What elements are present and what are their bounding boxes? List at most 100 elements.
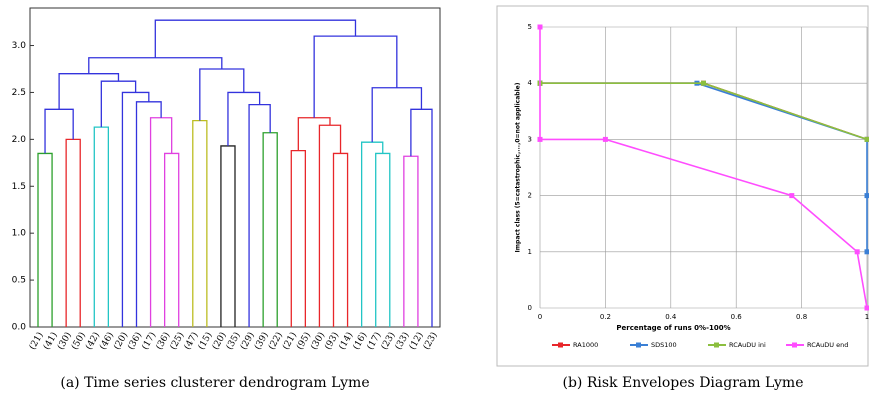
y-axis-label: Impact class (5=catastrophic,...,0=not a… bbox=[515, 82, 522, 252]
y-tick-label: 4 bbox=[528, 79, 533, 87]
point-marker bbox=[854, 249, 860, 255]
caption: (b) Risk Envelopes Diagram Lyme bbox=[563, 375, 804, 391]
x-tick-label: 0.6 bbox=[731, 313, 743, 321]
x-tick-label: 0.2 bbox=[600, 313, 611, 321]
y-tick-label: 3 bbox=[528, 135, 532, 143]
dendrogram-link bbox=[375, 152, 391, 327]
dendrogram-link bbox=[37, 152, 53, 327]
leaf-label: (21) bbox=[280, 330, 299, 352]
y-tick-label: 1.0 bbox=[12, 229, 27, 239]
leaf-label: (47) bbox=[182, 330, 201, 352]
dendrogram-link bbox=[135, 101, 162, 327]
y-tick-label: 2.0 bbox=[12, 135, 27, 145]
dendrogram-link bbox=[313, 35, 398, 118]
point-marker bbox=[701, 80, 706, 86]
leaf-label: (17) bbox=[365, 330, 384, 352]
series-line bbox=[540, 82, 868, 141]
leaf-label: (14) bbox=[337, 330, 356, 352]
point-marker bbox=[864, 136, 869, 142]
series-line bbox=[540, 82, 868, 141]
dendrogram-link bbox=[410, 108, 433, 327]
dendrogram-link bbox=[290, 149, 307, 327]
dendrogram-link bbox=[371, 87, 423, 143]
dendrogram-link bbox=[360, 141, 384, 327]
y-tick-label: 1 bbox=[528, 248, 532, 256]
legend-marker bbox=[792, 342, 797, 348]
leaf-label: (25) bbox=[168, 330, 187, 352]
dendrogram-link bbox=[88, 57, 223, 74]
point-marker bbox=[864, 193, 869, 199]
y-tick-label: 3.0 bbox=[12, 41, 27, 51]
leaf-label: (12) bbox=[407, 330, 426, 352]
leaf-label: (93) bbox=[322, 330, 341, 352]
x-tick-label: 0.8 bbox=[796, 313, 807, 321]
point-marker bbox=[602, 136, 608, 142]
dendrogram-link bbox=[100, 80, 137, 128]
leaf-label: (23) bbox=[379, 330, 398, 352]
leaf-label: (20) bbox=[111, 330, 130, 352]
y-tick-label: 0.0 bbox=[12, 323, 27, 333]
series-line bbox=[540, 82, 868, 252]
leaf-label: (41) bbox=[41, 330, 60, 352]
dendrogram-link bbox=[318, 124, 342, 327]
legend-marker bbox=[636, 342, 641, 348]
y-tick-label: 0.5 bbox=[12, 276, 26, 286]
point-marker bbox=[537, 24, 543, 30]
legend-label: RCAuDU ini bbox=[729, 341, 766, 349]
legend-marker bbox=[558, 342, 563, 348]
leaf-label: (29) bbox=[238, 330, 257, 352]
dendrogram-link bbox=[154, 19, 357, 58]
dendrogram-link bbox=[220, 145, 236, 327]
legend-marker bbox=[714, 342, 719, 348]
dendrogram-link bbox=[332, 152, 349, 327]
leaf-label: (35) bbox=[224, 330, 243, 352]
caption: (a) Time series clusterer dendrogram Lym… bbox=[60, 375, 369, 391]
dendrogram-link bbox=[199, 68, 245, 121]
leaf-label: (42) bbox=[83, 330, 102, 352]
dendrogram-link bbox=[192, 119, 208, 327]
point-marker bbox=[789, 193, 795, 199]
x-tick-label: 1 bbox=[865, 313, 869, 321]
legend-label: RCAuDU end bbox=[807, 341, 848, 349]
point-marker bbox=[537, 136, 543, 142]
dendrogram-link bbox=[297, 117, 331, 151]
leaf-label: (95) bbox=[294, 330, 313, 352]
leaf-label: (20) bbox=[210, 330, 229, 352]
leaf-label: (30) bbox=[55, 330, 74, 352]
point-marker bbox=[864, 305, 869, 311]
leaf-label: (46) bbox=[97, 330, 116, 352]
x-tick-label: 0.4 bbox=[665, 313, 677, 321]
dendrogram-link bbox=[163, 152, 180, 327]
leaf-label: (16) bbox=[351, 330, 370, 352]
leaf-label: (21) bbox=[27, 330, 46, 352]
leaf-label: (36) bbox=[125, 330, 144, 352]
leaf-label: (36) bbox=[154, 330, 173, 352]
y-tick-label: 2 bbox=[528, 192, 532, 200]
y-tick-label: 2.5 bbox=[12, 88, 26, 98]
dendrogram-link bbox=[262, 132, 278, 327]
x-axis-label: Percentage of runs 0%-100% bbox=[616, 324, 730, 332]
leaf-label: (15) bbox=[196, 330, 215, 352]
leaf-label: (39) bbox=[252, 330, 271, 352]
dendrogram-link bbox=[403, 155, 419, 327]
legend-label: SDS100 bbox=[651, 341, 677, 349]
y-tick-label: 0 bbox=[528, 304, 532, 312]
leaf-label: (23) bbox=[421, 330, 440, 352]
dendrogram-link bbox=[58, 73, 120, 110]
legend-label: RA1000 bbox=[573, 341, 598, 349]
point-marker bbox=[864, 249, 869, 255]
leaf-label: (22) bbox=[266, 330, 285, 352]
x-tick-label: 0 bbox=[538, 313, 542, 321]
dendrogram-link bbox=[121, 91, 150, 327]
dendrogram-link bbox=[227, 91, 261, 146]
y-tick-label: 1.5 bbox=[12, 182, 26, 192]
leaf-label: (33) bbox=[393, 330, 412, 352]
leaf-label: (30) bbox=[308, 330, 327, 352]
leaf-label: (50) bbox=[69, 330, 88, 352]
leaf-label: (17) bbox=[140, 330, 159, 352]
panel-frame bbox=[496, 5, 869, 367]
dendrogram-link bbox=[44, 108, 74, 154]
dendrogram-link bbox=[149, 117, 173, 327]
dendrogram-link bbox=[93, 126, 110, 327]
